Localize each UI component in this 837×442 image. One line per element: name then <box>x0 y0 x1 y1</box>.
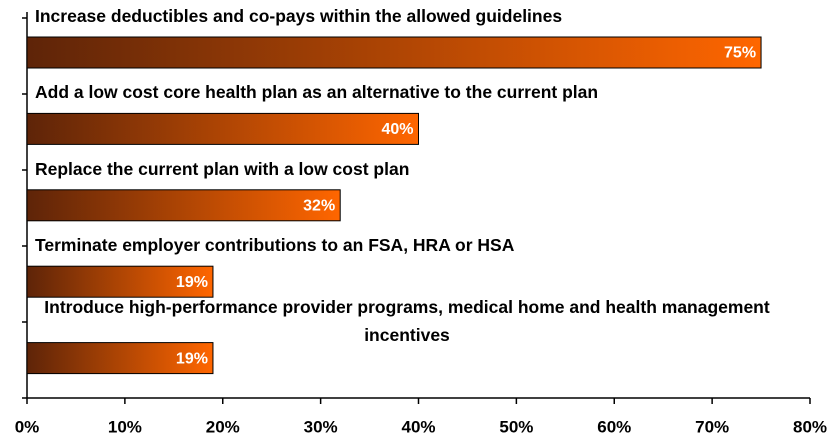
x-tick-label: 10% <box>108 417 142 436</box>
x-tick-label: 70% <box>695 417 729 436</box>
bar <box>26 36 762 69</box>
x-tick-label: 80% <box>793 417 827 436</box>
x-tick-label: 20% <box>206 417 240 436</box>
bar <box>26 265 214 298</box>
value-label: 40% <box>381 121 413 138</box>
bar <box>26 189 341 222</box>
category-label-box: Increase deductibles and co-pays within … <box>35 6 563 26</box>
x-tick-label: 50% <box>499 417 533 436</box>
category-label: Add a low cost core health plan as an al… <box>35 82 599 103</box>
x-tick-label: 0% <box>15 417 40 436</box>
category-label: Terminate employer contributions to an F… <box>35 235 515 256</box>
bar <box>26 342 214 375</box>
bar <box>26 112 419 145</box>
category-label-box: Replace the current plan with a low cost… <box>35 158 410 179</box>
value-label: 32% <box>303 198 335 215</box>
x-tick-label: 30% <box>304 417 338 436</box>
category-label-box: Add a low cost core health plan as an al… <box>35 82 599 103</box>
value-label: 19% <box>176 274 208 291</box>
value-label: 19% <box>176 350 208 367</box>
category-label: Introduce high-performance provider prog… <box>44 296 770 345</box>
category-label-box: Introduce high-performance provider prog… <box>44 296 770 345</box>
x-tick-label: 60% <box>597 417 631 436</box>
category-label: Increase deductibles and co-pays within … <box>35 6 563 26</box>
category-label: Replace the current plan with a low cost… <box>35 158 410 179</box>
x-tick-label: 40% <box>401 417 435 436</box>
category-label-box: Terminate employer contributions to an F… <box>35 235 515 256</box>
value-label: 75% <box>724 45 756 62</box>
